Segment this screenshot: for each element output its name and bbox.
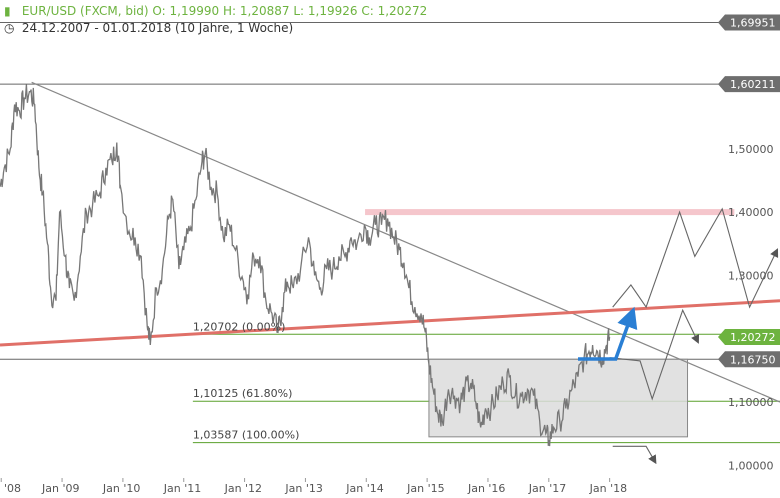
price-tag-bg [718,14,780,31]
projection-path [612,207,779,309]
x-tick-label: Jan '16 [467,482,505,495]
high-value: 1,20887 [239,4,290,18]
fib-label: 1,10125 (61.80%) [193,387,293,400]
price-tags: 1,69951 1,60211 1,20272 1,16750 [718,14,780,368]
consolidation-rect [428,358,689,438]
close-label: C: [361,4,374,18]
descending-trendline [31,81,780,403]
y-tick-label: 1,50000 [728,143,774,156]
x-tick-label: Jan '11 [163,482,201,495]
x-tick-label: Jan '15 [406,482,444,495]
open-value: 1,19990 [169,4,220,18]
price-line [0,84,611,447]
price-tag-bg [718,351,780,368]
bar-chart-icon: ▮ [4,4,11,18]
resistance-zone [365,209,735,216]
projection-paths [609,207,779,465]
price-tag-label: 1,16750 [730,353,776,366]
x-tick-label: '08 [4,482,21,495]
y-tick-label: 1,00000 [728,459,774,472]
clock-icon: ◷ [4,21,15,35]
y-tick-label: 1,10000 [728,396,774,409]
price-tag-label: 1,60211 [730,78,776,91]
low-label: L: [293,4,305,18]
range-line: ◷ 24.12.2007 - 01.01.2018 (10 Jahre, 1 W… [4,20,427,37]
blue-arrow [578,306,638,361]
fibonacci-labels: 1,20702 (0.00%) 1,10125 (61.80%) 1,03587 (… [193,320,300,441]
x-axis: '08 Jan '09 Jan '10 Jan '11 Jan '12 Jan '13 Ja… [0,478,627,495]
resistance-band [365,209,735,216]
x-tick-label: Jan '09 [41,482,79,495]
projection-path [612,445,657,465]
x-tick-label: Jan '12 [224,482,262,495]
x-tick-label: Jan '10 [102,482,140,495]
open-label: O: [152,4,166,18]
interval: (10 Jahre, 1 Woche) [175,21,294,35]
close-value: 1,20272 [377,4,428,18]
consolidation-box [428,358,689,438]
y-tick-label: 1,40000 [728,206,774,219]
trendlines [0,81,780,403]
x-tick-label: Jan '17 [528,482,566,495]
price-tag-label: 1,20272 [730,331,776,344]
chart-header: ▮ EUR/USD (FXCM, bid) O: 1,19990 H: 1,20… [4,3,427,37]
blue-arrow-path [578,306,638,361]
x-tick-label: Jan '13 [284,482,322,495]
low-value: 1,19926 [307,4,358,18]
high-label: H: [222,4,237,18]
ohlc-line: ▮ EUR/USD (FXCM, bid) O: 1,19990 H: 1,20… [4,3,427,20]
projection-path [609,308,700,401]
fib-label: 1,20702 (0.00%) [193,320,286,333]
fib-label: 1,03587 (100.00%) [193,429,300,442]
symbol-info: EUR/USD (FXCM, bid) [21,4,149,18]
y-axis: 1,00000 1,10000 1,30000 1,40000 1,50000 [728,143,774,473]
price-series [0,84,611,447]
y-tick-label: 1,30000 [728,269,774,282]
price-tag-bg [718,328,780,345]
price-tag-bg [718,76,780,93]
x-tick-label: Jan '14 [345,482,383,495]
ascending-trendline [0,299,780,347]
price-tag-label: 1,69951 [730,16,776,29]
date-range: 24.12.2007 - 01.01.2018 [21,21,172,35]
x-tick-label: Jan '18 [589,482,627,495]
